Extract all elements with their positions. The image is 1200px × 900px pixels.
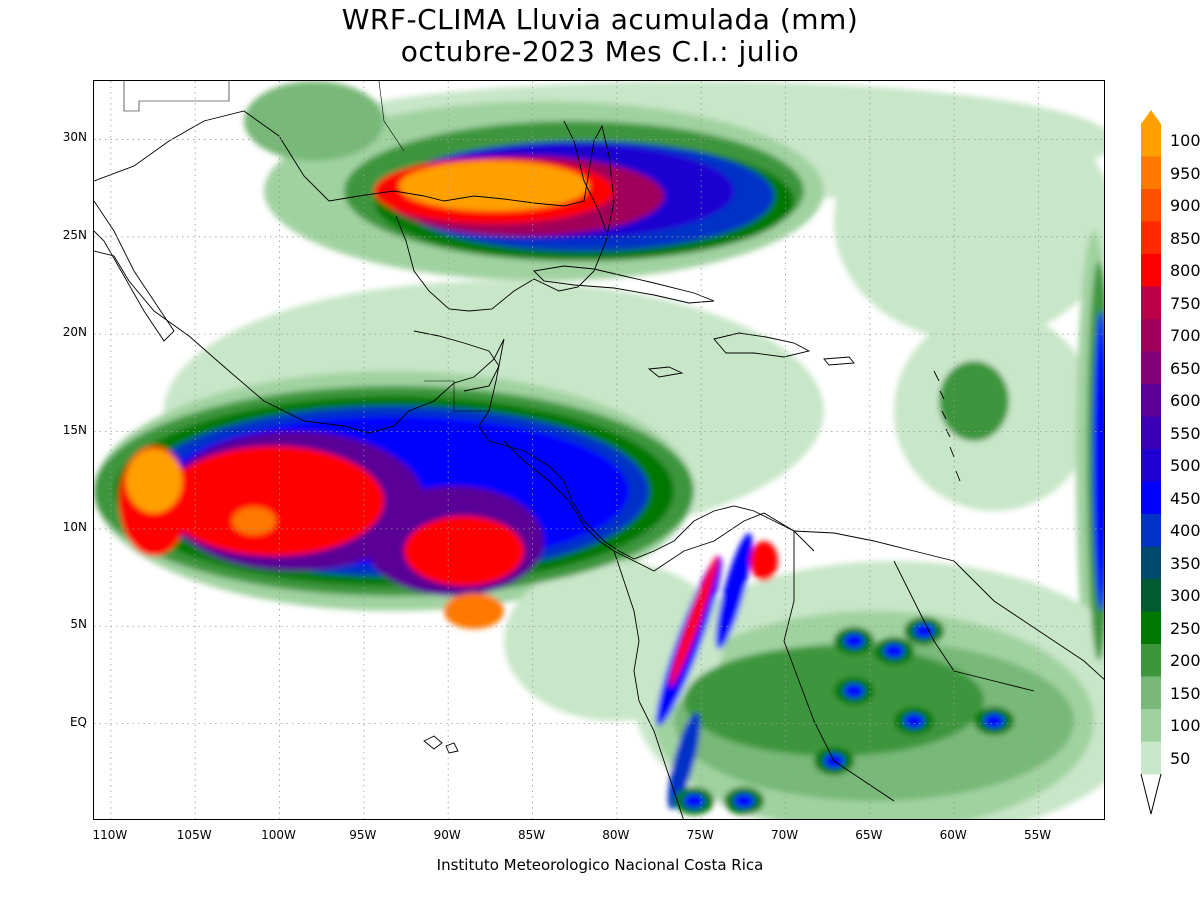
legend-swatch xyxy=(1141,676,1161,710)
color-legend xyxy=(1140,110,1162,815)
x-tick-label: 60W xyxy=(939,828,967,842)
legend-swatch xyxy=(1141,286,1161,320)
legend-label: 450 xyxy=(1170,488,1200,508)
x-tick-label: 90W xyxy=(433,828,461,842)
legend-label: 600 xyxy=(1170,391,1200,411)
legend-label: 850 xyxy=(1170,228,1200,248)
y-tick-label: 10N xyxy=(62,519,87,534)
x-tick-label: 85W xyxy=(517,828,546,842)
legend-label: 350 xyxy=(1170,553,1200,573)
credit-label: Instituto Meteorologico Nacional Costa R… xyxy=(436,856,764,874)
x-tick-label: 110W xyxy=(92,828,128,842)
legend-label: 250 xyxy=(1170,618,1200,638)
x-tick-label: 100W xyxy=(261,828,296,842)
legend-label: 550 xyxy=(1170,423,1200,443)
legend-label: 950 xyxy=(1170,163,1200,183)
legend-underflow-tail xyxy=(1140,773,1162,815)
legend-swatch xyxy=(1141,384,1161,417)
legend-swatch xyxy=(1141,124,1161,157)
legend-label: 50 xyxy=(1170,748,1191,768)
legend-label: 700 xyxy=(1170,326,1200,346)
legend-label: 500 xyxy=(1170,456,1200,476)
legend-swatch xyxy=(1141,546,1161,580)
legend-label: 200 xyxy=(1170,651,1200,671)
x-tick-label: 70W xyxy=(770,828,799,842)
legend-label: 400 xyxy=(1170,521,1200,541)
y-tick-label: 25N xyxy=(62,227,87,242)
map-title-line1: WRF-CLIMA Lluvia acumulada (mm) xyxy=(341,3,859,36)
legend-swatch xyxy=(1141,416,1161,450)
precipitation-field xyxy=(94,81,1104,819)
legend-swatch xyxy=(1141,741,1161,775)
legend-overflow-arrow xyxy=(1141,110,1161,124)
lat-lon-grid xyxy=(94,81,1104,819)
x-tick-label: 105W xyxy=(176,828,212,842)
y-tick-label: EQ xyxy=(69,714,87,729)
y-tick-label: 5N xyxy=(70,617,87,632)
legend-swatch xyxy=(1141,644,1161,677)
legend-swatch xyxy=(1141,611,1161,645)
legend-swatch xyxy=(1141,319,1161,352)
y-tick-label: 15N xyxy=(62,422,87,437)
legend-label: 100 xyxy=(1170,716,1200,736)
legend-swatch xyxy=(1141,156,1161,190)
coastlines xyxy=(94,110,1104,819)
precipitation-map xyxy=(93,80,1105,820)
x-tick-label: 95W xyxy=(349,828,377,842)
legend-label: 100 xyxy=(1170,131,1200,151)
legend-swatch xyxy=(1141,449,1161,482)
legend-swatch xyxy=(1141,254,1161,287)
x-tick-label: 65W xyxy=(855,828,883,842)
legend-label: 150 xyxy=(1170,683,1200,703)
legend-label: 800 xyxy=(1170,261,1200,281)
map-title-line2: octubre-2023 Mes C.I.: julio xyxy=(400,35,800,68)
x-tick-label: 75W xyxy=(686,828,714,842)
legend-swatch xyxy=(1141,189,1161,222)
legend-swatch xyxy=(1141,514,1161,547)
legend-label: 300 xyxy=(1170,586,1200,606)
legend-swatch xyxy=(1141,579,1161,612)
legend-swatch xyxy=(1141,351,1161,385)
x-tick-label: 55W xyxy=(1023,828,1052,842)
y-tick-label: 30N xyxy=(62,130,87,145)
x-tick-label: 80W xyxy=(602,828,630,842)
y-tick-label: 20N xyxy=(62,325,87,340)
legend-swatch xyxy=(1141,481,1161,515)
legend-swatch xyxy=(1141,221,1161,255)
political-borders xyxy=(123,81,489,412)
legend-swatch xyxy=(1141,709,1161,742)
legend-label: 900 xyxy=(1170,196,1200,216)
legend-label: 750 xyxy=(1170,293,1200,313)
legend-label: 650 xyxy=(1170,358,1200,378)
